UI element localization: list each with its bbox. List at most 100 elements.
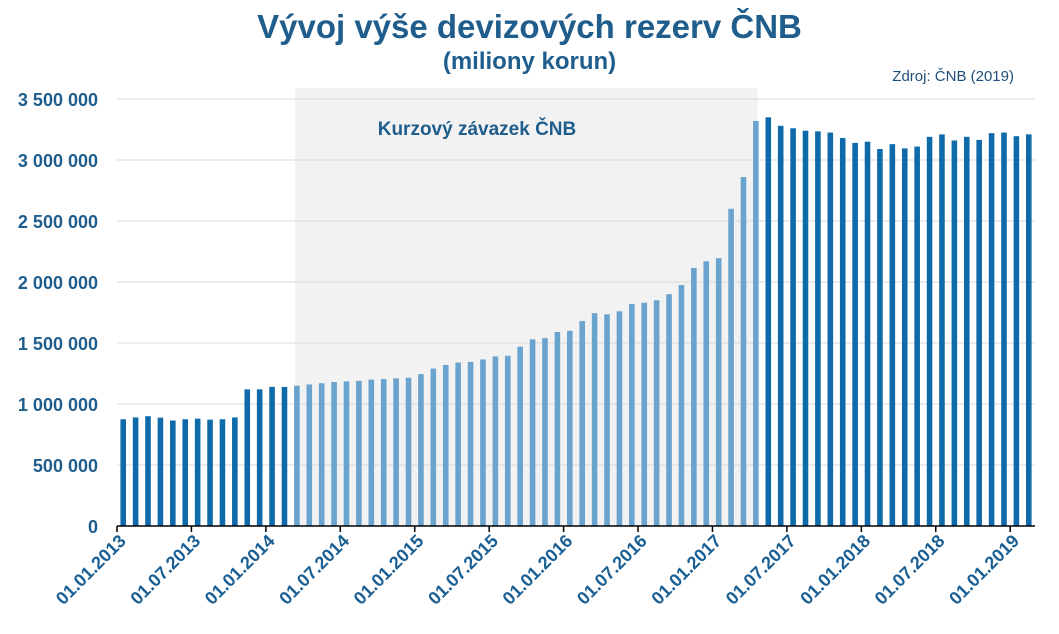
bar xyxy=(132,417,139,526)
bar xyxy=(430,368,437,526)
bar xyxy=(194,418,201,526)
bar xyxy=(356,380,362,526)
shaded-period xyxy=(295,88,758,526)
bar xyxy=(728,208,734,527)
bar xyxy=(777,125,784,526)
source-note: Zdroj: ČNB (2019) xyxy=(892,68,1014,85)
bar xyxy=(852,142,858,527)
bar xyxy=(455,362,461,526)
bar xyxy=(653,300,660,526)
chart-title: Vývoj výše devizových rezerv ČNB xyxy=(257,8,802,45)
bar xyxy=(467,361,474,526)
bar xyxy=(120,419,126,526)
bar xyxy=(901,148,908,526)
bar xyxy=(554,332,561,526)
bar xyxy=(306,384,313,526)
bar xyxy=(790,128,796,526)
bars xyxy=(120,117,1032,527)
bar xyxy=(405,377,412,526)
bar xyxy=(182,419,189,526)
chart-subtitle: (miliony korun) xyxy=(442,48,617,75)
shaded-period-layer xyxy=(295,88,758,526)
bar xyxy=(839,138,846,527)
bar xyxy=(641,302,648,526)
bar xyxy=(232,417,238,526)
y-tick-label: 2 000 000 xyxy=(18,273,98,293)
bar xyxy=(1026,134,1032,526)
bar xyxy=(740,177,747,526)
bar xyxy=(269,386,275,526)
x-tick-label: 01.07.2013 xyxy=(126,531,204,609)
bar xyxy=(318,383,325,526)
bar xyxy=(666,294,672,526)
x-tick-label: 01.01.2017 xyxy=(647,531,725,609)
bar xyxy=(170,420,176,526)
x-tick-label: 01.07.2016 xyxy=(573,531,651,609)
bar xyxy=(1013,136,1020,526)
bar xyxy=(207,419,213,526)
y-tick-label: 1 000 000 xyxy=(18,395,98,415)
x-tick-label: 01.07.2014 xyxy=(275,531,353,609)
bar xyxy=(442,364,449,526)
bar xyxy=(765,117,772,527)
x-tick-label: 01.01.2018 xyxy=(796,531,874,609)
bar xyxy=(753,120,759,527)
x-tick-label: 01.07.2018 xyxy=(871,531,949,609)
bar xyxy=(492,356,499,526)
bar xyxy=(343,381,350,526)
bar xyxy=(703,261,710,526)
bar xyxy=(802,130,809,526)
bar xyxy=(542,338,548,526)
bar xyxy=(393,378,399,526)
y-tick-label: 2 500 000 xyxy=(18,212,98,232)
bar xyxy=(616,311,623,526)
bar xyxy=(1001,132,1007,527)
x-tick-label: 01.07.2017 xyxy=(722,531,800,609)
bar xyxy=(331,382,337,526)
bar xyxy=(591,313,598,526)
bar xyxy=(504,355,511,526)
x-axis-ticks: 01.01.201301.07.201301.01.201401.07.2014… xyxy=(52,531,1023,609)
bar xyxy=(244,389,251,526)
x-tick-label: 01.01.2019 xyxy=(945,531,1023,609)
bar xyxy=(815,131,821,526)
bar xyxy=(256,389,263,526)
annotation-label: Kurzový závazek ČNB xyxy=(378,118,577,140)
bar xyxy=(579,321,585,526)
bar xyxy=(294,385,300,526)
y-tick-label: 0 xyxy=(88,517,98,537)
bar xyxy=(281,386,288,526)
bar xyxy=(691,267,697,526)
bar xyxy=(604,314,610,526)
y-tick-label: 500 000 xyxy=(33,456,98,476)
bar xyxy=(517,346,523,526)
bar xyxy=(939,134,945,526)
y-tick-label: 3 000 000 xyxy=(18,151,98,171)
bar xyxy=(368,379,375,526)
bar xyxy=(864,141,871,526)
x-tick-label: 01.07.2015 xyxy=(424,531,502,609)
bar xyxy=(914,146,920,526)
y-tick-label: 1 500 000 xyxy=(18,334,98,354)
y-axis-ticks: 0 500 000 1 000 000 1 500 000 2 000 000 2 500… xyxy=(18,90,98,537)
bar xyxy=(418,374,424,526)
bar xyxy=(889,144,896,526)
bar xyxy=(145,416,151,526)
x-tick-label: 01.01.2015 xyxy=(350,531,428,609)
bar xyxy=(567,330,573,526)
bar xyxy=(678,285,685,526)
bar xyxy=(529,339,536,526)
bar xyxy=(629,303,635,526)
bar xyxy=(877,149,883,526)
bar xyxy=(219,419,226,526)
y-tick-label: 3 500 000 xyxy=(18,90,98,110)
bar xyxy=(827,132,834,527)
bar xyxy=(988,133,995,526)
x-axis xyxy=(116,525,1035,532)
bar xyxy=(951,140,958,527)
x-tick-label: 01.01.2014 xyxy=(201,531,279,609)
bar xyxy=(963,136,970,526)
bar xyxy=(380,378,387,526)
x-tick-label: 01.01.2016 xyxy=(499,531,577,609)
